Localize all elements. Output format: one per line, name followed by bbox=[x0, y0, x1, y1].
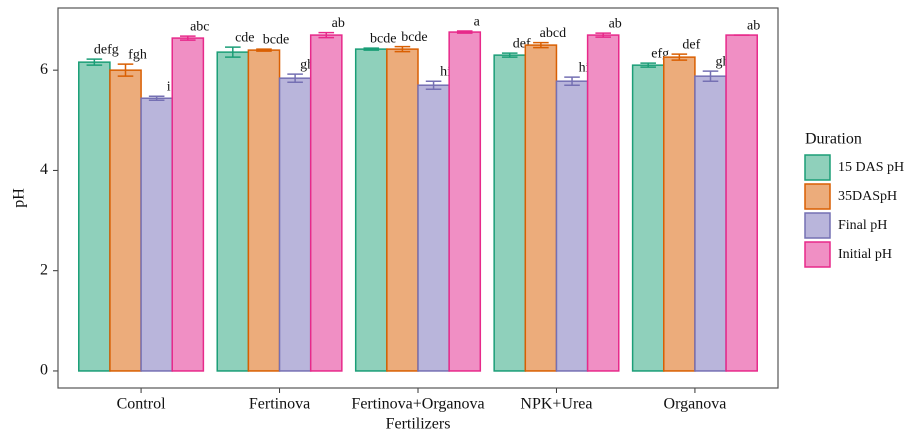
significance-letter: def bbox=[682, 37, 700, 52]
legend-swatch bbox=[804, 154, 831, 181]
y-tick-label: 4 bbox=[40, 161, 48, 178]
error-bar bbox=[256, 48, 272, 52]
significance-letter: fgh bbox=[128, 47, 147, 62]
error-bar bbox=[148, 95, 165, 101]
legend-swatch bbox=[804, 212, 831, 239]
significance-letter: bcde bbox=[370, 31, 396, 46]
x-tick-label: NPK+Urea bbox=[520, 396, 592, 413]
error-bar bbox=[86, 58, 103, 66]
error-bar bbox=[671, 53, 688, 61]
legend-label: Initial pH bbox=[838, 247, 892, 262]
x-tick-label: Organova bbox=[664, 396, 727, 413]
bar bbox=[586, 34, 620, 372]
legend-label: Final pH bbox=[838, 218, 887, 233]
bar bbox=[631, 64, 665, 372]
bar bbox=[309, 34, 343, 372]
significance-letter: hi bbox=[579, 60, 590, 75]
bar bbox=[663, 56, 696, 372]
bar bbox=[354, 48, 388, 372]
y-axis-title: pH bbox=[11, 188, 28, 208]
significance-letter: abcd bbox=[540, 26, 566, 41]
bar bbox=[78, 61, 111, 372]
error-bar bbox=[564, 76, 580, 86]
bar bbox=[417, 84, 450, 372]
bar bbox=[555, 80, 589, 372]
bar bbox=[140, 97, 173, 372]
y-tick-label: 6 bbox=[40, 61, 48, 78]
significance-letter: hi bbox=[440, 64, 451, 79]
error-bar bbox=[533, 41, 549, 49]
legend-swatch bbox=[804, 241, 831, 268]
x-tick-label: Control bbox=[117, 396, 166, 413]
error-bar bbox=[456, 30, 473, 34]
significance-letter: ab bbox=[609, 16, 622, 31]
significance-letter: ab bbox=[747, 18, 760, 33]
legend-title: Duration bbox=[805, 131, 862, 148]
bar bbox=[725, 34, 758, 372]
significance-letter: a bbox=[474, 14, 481, 29]
error-bar bbox=[318, 31, 335, 39]
significance-letter: defg bbox=[94, 42, 119, 57]
significance-letter: bcde bbox=[263, 32, 289, 47]
bar bbox=[216, 51, 250, 372]
bar bbox=[278, 77, 312, 372]
plot-border bbox=[57, 7, 779, 389]
error-bar bbox=[363, 47, 380, 51]
significance-letter: ab bbox=[332, 16, 345, 31]
error-bar bbox=[287, 73, 303, 83]
error-bar bbox=[425, 80, 442, 90]
y-tick-label: 0 bbox=[40, 362, 48, 379]
x-tick-label: Fertinova bbox=[249, 396, 310, 413]
bar bbox=[171, 37, 205, 372]
bar bbox=[109, 69, 142, 372]
bar bbox=[386, 48, 419, 372]
y-tick-label: 2 bbox=[40, 261, 48, 278]
significance-letter: abc bbox=[190, 19, 209, 34]
error-bar bbox=[702, 70, 719, 82]
significance-letter: bcde bbox=[401, 30, 427, 45]
bar bbox=[448, 31, 482, 372]
bar bbox=[493, 54, 527, 372]
x-tick-label: Fertinova+Organova bbox=[351, 396, 484, 413]
bar bbox=[247, 49, 281, 372]
legend-label: 35DASpH bbox=[838, 189, 897, 204]
error-bar bbox=[394, 45, 411, 53]
legend-swatch bbox=[804, 183, 831, 210]
error-bar bbox=[225, 46, 241, 58]
significance-letter: i bbox=[167, 79, 171, 94]
bar bbox=[524, 44, 558, 372]
error-bar bbox=[117, 63, 134, 77]
significance-letter: cde bbox=[235, 30, 254, 45]
x-axis-title: Fertilizers bbox=[386, 416, 451, 433]
legend-label: 15 DAS pH bbox=[838, 160, 904, 175]
error-bar bbox=[501, 52, 518, 58]
error-bar bbox=[640, 62, 656, 68]
error-bar bbox=[180, 35, 196, 41]
bar bbox=[694, 75, 727, 372]
error-bar bbox=[595, 32, 611, 38]
